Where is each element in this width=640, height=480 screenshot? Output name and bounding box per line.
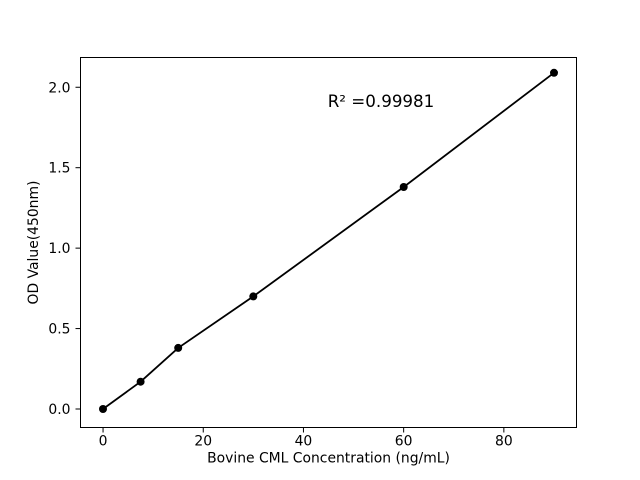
data-point-marker (399, 183, 408, 191)
y-axis-label: OD Value(450nm) (26, 181, 42, 305)
axes-spines (80, 57, 577, 428)
x-tick-label: 80 (495, 434, 513, 450)
y-tick-label: 0.0 (48, 402, 70, 418)
data-point-marker (136, 377, 145, 386)
y-tick-label: 0.5 (48, 322, 70, 338)
x-tick-label: 60 (395, 434, 413, 450)
data-point-marker (99, 405, 107, 413)
y-tick-label: 2.0 (48, 80, 70, 96)
data-point-marker (550, 68, 558, 77)
y-tick-label: 1.5 (48, 161, 70, 177)
x-tick-label: 40 (295, 434, 313, 450)
x-axis-label: Bovine CML Concentration (ng/mL) (207, 451, 450, 467)
data-point-marker (174, 343, 183, 352)
y-tick-label: 1.0 (48, 241, 70, 257)
x-tick-label: 0 (99, 434, 108, 450)
r-squared-annotation: R² =0.99981 (328, 91, 435, 111)
data-point-marker (249, 292, 258, 301)
x-tick-label: 20 (194, 434, 212, 450)
standard-curve-line (102, 72, 555, 410)
